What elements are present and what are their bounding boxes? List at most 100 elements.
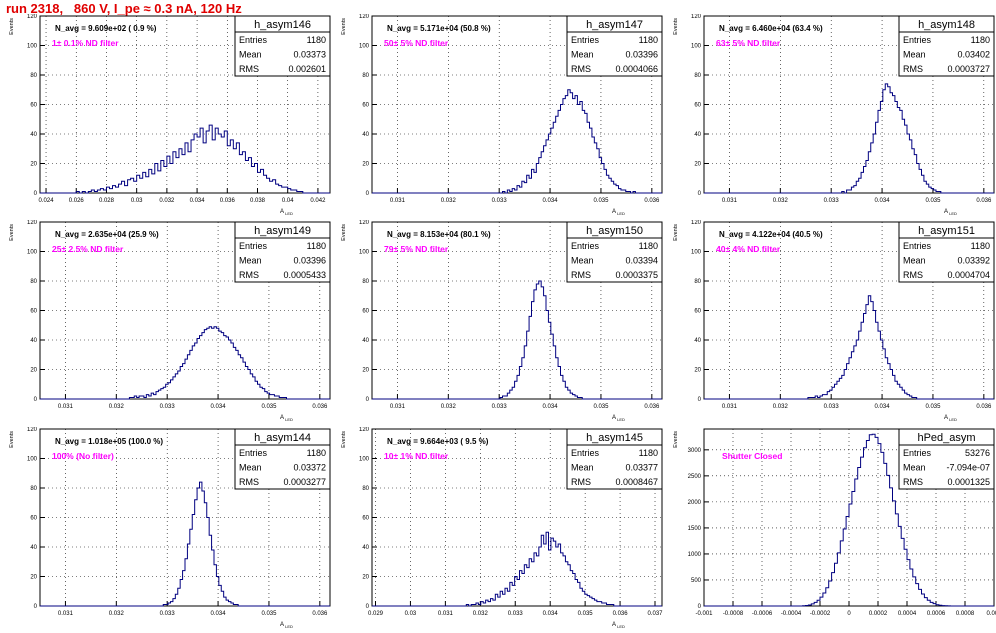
- n-avg-label: N_avg = 1.018e+05 (100.0 %): [55, 437, 163, 446]
- n-avg-label: N_avg = 6.460e+04 (63.4 %): [719, 24, 823, 33]
- stats-label-0: Entries: [903, 35, 932, 45]
- x-tick-label: 0.03: [131, 198, 143, 204]
- stats-box: [566, 221, 663, 283]
- y-tick-label: 80: [362, 73, 369, 79]
- x-tick-label: 0.031: [390, 198, 406, 204]
- x-tick-label: 0.001: [986, 611, 996, 617]
- histogram-panel-h_asym146: 0.024 0.026 0.028 0.03 0.032 0.034 0.036 0.038 0…: [0, 14, 332, 220]
- x-tick-label: 0.036: [220, 198, 236, 204]
- x-tick-label: 0.033: [824, 404, 840, 410]
- filter-label: 40± 4% ND filter: [716, 244, 781, 254]
- y-axis-title: Events: [9, 224, 15, 241]
- x-tick-label: 0.031: [58, 404, 74, 410]
- stats-label-2: RMS: [571, 64, 591, 74]
- x-axis-title: A LED: [612, 415, 625, 422]
- y-tick-label: 2500: [688, 474, 702, 480]
- y-tick-label: 40: [362, 338, 369, 344]
- y-tick-label: 120: [27, 427, 38, 433]
- y-tick-label: 2000: [688, 500, 702, 506]
- stats-label-0: Entries: [239, 241, 268, 251]
- y-tick-label: 120: [691, 220, 702, 226]
- x-axis-subscript: LED: [948, 417, 957, 422]
- n-avg-label: N_avg = 9.664e+03 ( 9.5 %): [387, 437, 489, 446]
- y-tick-label: 0: [698, 397, 702, 403]
- x-axis-title: A LED: [280, 622, 293, 629]
- histogram-panel-h_asym148: 0.031 0.032 0.033 0.034 0.035 0.036 0 20 40 60 80 1…: [664, 14, 996, 220]
- y-tick-label: 20: [30, 162, 37, 168]
- filter-label: Shutter Closed: [722, 451, 782, 461]
- histogram-panel-hPed_asym: -0.001 -0.0008 -0.0006 -0.0004 -0.0002 0 0.000…: [664, 427, 996, 633]
- x-tick-label: 0.034: [875, 198, 891, 204]
- stats-label-2: RMS: [903, 477, 923, 487]
- x-axis-subscript: LED: [616, 211, 625, 216]
- x-tick-label: -0.0004: [781, 611, 802, 617]
- x-axis-subscript: LED: [284, 211, 293, 216]
- x-tick-label: 0.032: [441, 404, 457, 410]
- stats-label-2: RMS: [239, 64, 259, 74]
- x-axis-subscript: LED: [948, 211, 957, 216]
- x-tick-label: 0.037: [648, 611, 664, 617]
- x-axis-subscript: LED: [616, 624, 625, 629]
- y-tick-label: 80: [694, 73, 701, 79]
- stats-value-2: 0.0003277: [283, 477, 326, 487]
- histogram-name: hPed_asym: [917, 432, 975, 444]
- page-title: run 2318, 860 V, I_pe ≈ 0.3 nA, 120 Hz: [6, 1, 242, 16]
- x-tick-label: 0.035: [261, 404, 277, 410]
- x-tick-label: 0.034: [211, 611, 227, 617]
- y-tick-label: 0: [366, 191, 370, 197]
- x-tick-label: 0.036: [976, 198, 992, 204]
- x-tick-label: 0.034: [875, 404, 891, 410]
- x-tick-label: 0.04: [282, 198, 294, 204]
- y-tick-label: 80: [694, 279, 701, 285]
- stats-value-1: 0.03396: [625, 50, 658, 60]
- histogram-line-h_asym150: [372, 280, 662, 400]
- stats-value-2: 0.0003727: [947, 64, 990, 74]
- stats-label-1: Mean: [571, 256, 594, 266]
- stats-value-1: 0.03372: [293, 463, 326, 473]
- x-axis-subscript: LED: [284, 417, 293, 422]
- stats-value-1: 0.03377: [625, 463, 658, 473]
- x-tick-label: 0: [847, 611, 851, 617]
- x-tick-label: 0.033: [508, 611, 524, 617]
- x-tick-label: 0.0004: [898, 611, 917, 617]
- x-tick-label: 0.033: [160, 611, 176, 617]
- x-tick-label: 0.036: [644, 198, 660, 204]
- x-tick-label: 0.036: [312, 611, 328, 617]
- x-tick-label: 0.033: [824, 198, 840, 204]
- histogram-panel-h_asym149: 0.031 0.032 0.033 0.034 0.035 0.036 0 20 40 60 80 1…: [0, 220, 332, 426]
- y-tick-label: 120: [359, 220, 370, 226]
- histogram-svg: 0.031 0.032 0.033 0.034 0.035 0.036 0 20 40 60 80 1…: [673, 14, 995, 216]
- x-tick-label: 0.029: [368, 611, 384, 617]
- stats-label-0: Entries: [571, 35, 600, 45]
- x-tick-label: 0.0008: [956, 611, 975, 617]
- y-tick-label: 100: [359, 457, 370, 463]
- y-tick-label: 3000: [688, 448, 702, 454]
- y-tick-label: 60: [362, 103, 369, 109]
- x-tick-label: 0.033: [160, 404, 176, 410]
- x-tick-label: 0.042: [310, 198, 326, 204]
- y-tick-label: 1000: [688, 552, 702, 558]
- y-tick-label: 20: [362, 162, 369, 168]
- y-tick-label: 20: [30, 575, 37, 581]
- stats-value-1: -7.094e-07: [946, 463, 990, 473]
- histogram-name: h_asym146: [254, 19, 311, 31]
- y-tick-label: 500: [691, 578, 702, 584]
- x-tick-label: 0.036: [613, 611, 629, 617]
- x-tick-label: 0.034: [190, 198, 206, 204]
- x-tick-label: 0.035: [578, 611, 594, 617]
- filter-label: 100% (No filter): [52, 451, 114, 461]
- y-tick-label: 80: [362, 279, 369, 285]
- histogram-svg: 0.031 0.032 0.033 0.034 0.035 0.036 0 20 40 60 80 1…: [9, 220, 331, 422]
- stats-label-1: Mean: [239, 256, 262, 266]
- y-tick-label: 40: [694, 338, 701, 344]
- x-tick-label: 0.035: [925, 404, 941, 410]
- y-tick-label: 120: [27, 220, 38, 226]
- histogram-panel-h_asym145: 0.029 0.03 0.031 0.032 0.033 0.034 0.035 0.036 0…: [332, 427, 664, 633]
- y-tick-label: 100: [691, 250, 702, 256]
- stats-box: [898, 428, 995, 490]
- histogram-name: h_asym148: [918, 19, 975, 31]
- stats-value-0: 1180: [307, 448, 326, 458]
- y-tick-label: 100: [359, 250, 370, 256]
- y-tick-label: 60: [30, 516, 37, 522]
- y-tick-label: 40: [30, 132, 37, 138]
